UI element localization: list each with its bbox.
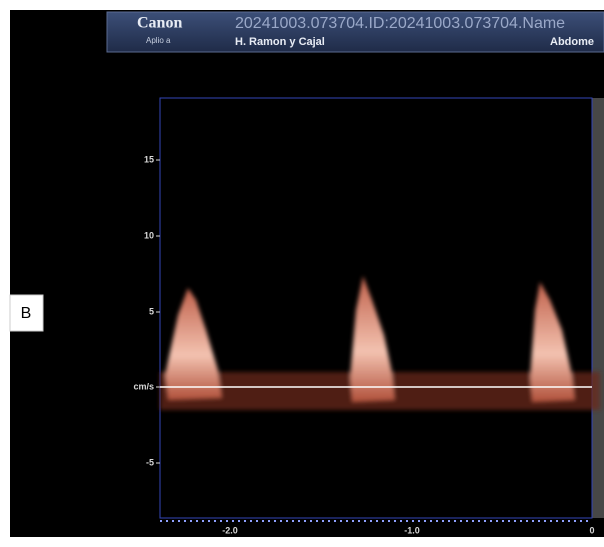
ultrasound-screen: Canon Aplio a 20241003.073704.ID:2024100… [0,0,604,547]
model: Aplio a [146,36,171,45]
institution: H. Ramon y Cajal [235,36,325,48]
study-id: 20241003.073704.ID:20241003.073704.Name [235,15,565,32]
panel-label: B [21,305,32,322]
x-label: -2.0 [222,525,238,535]
x-label: -1.0 [404,525,420,535]
brand: Canon [137,15,182,32]
y-label: -5 [146,457,154,467]
region: Abdome [550,36,594,48]
y-label: 5 [149,306,154,316]
page: Canon Aplio a 20241003.073704.ID:2024100… [0,0,604,547]
side-strip [592,98,604,518]
x-label: 0 [589,525,594,535]
y-label: cm/s [133,381,154,391]
y-label: 15 [144,154,154,164]
y-label: 10 [144,230,154,240]
image-area [10,10,604,537]
